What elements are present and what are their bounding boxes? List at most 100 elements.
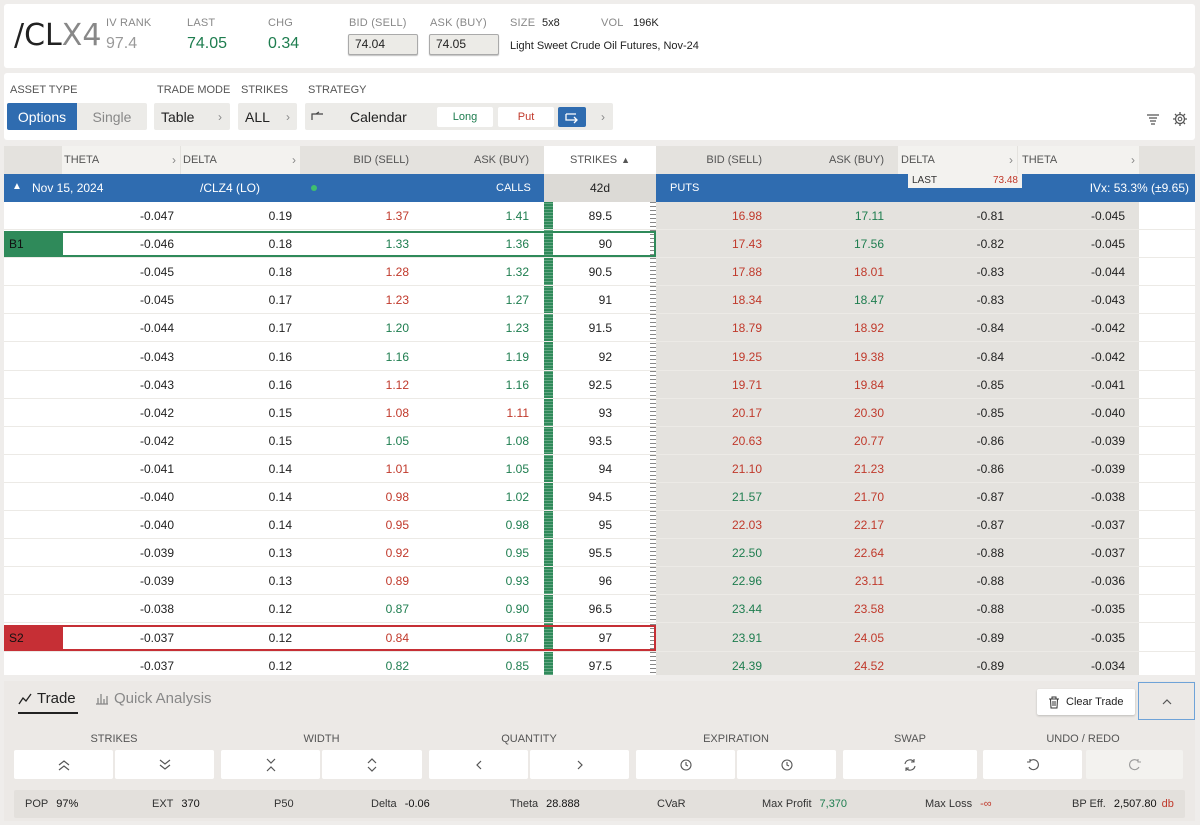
put-bid[interactable]: 22.50 bbox=[731, 546, 762, 561]
put-theta[interactable]: -0.042 bbox=[1090, 349, 1125, 364]
call-ask[interactable]: 0.87 bbox=[505, 630, 529, 645]
put-ask[interactable]: 23.11 bbox=[854, 574, 884, 589]
long-toggle[interactable]: Long bbox=[437, 107, 493, 127]
strike-price[interactable]: 95.5 bbox=[588, 546, 612, 561]
put-bid[interactable]: 19.25 bbox=[731, 349, 762, 364]
put-delta-header[interactable]: DELTA › bbox=[898, 146, 1017, 174]
call-bid[interactable]: 1.23 bbox=[385, 293, 409, 308]
put-bid[interactable]: 17.43 bbox=[731, 237, 762, 252]
call-theta[interactable]: -0.044 bbox=[139, 321, 174, 336]
call-theta[interactable]: -0.037 bbox=[139, 630, 174, 645]
call-theta[interactable]: -0.038 bbox=[139, 602, 174, 617]
call-ask[interactable]: 0.85 bbox=[505, 658, 529, 673]
strike-price[interactable]: 91.5 bbox=[588, 321, 612, 336]
expiration-earlier-button[interactable] bbox=[636, 750, 735, 779]
width-widen-button[interactable] bbox=[322, 750, 422, 779]
call-theta[interactable]: -0.037 bbox=[139, 658, 174, 673]
bid-box[interactable]: 74.04 bbox=[348, 34, 418, 55]
put-theta[interactable]: -0.035 bbox=[1090, 630, 1125, 645]
swap-button[interactable] bbox=[843, 750, 977, 779]
expiration-later-button[interactable] bbox=[737, 750, 836, 779]
call-delta[interactable]: 0.12 bbox=[268, 602, 292, 617]
direction-button[interactable] bbox=[558, 107, 586, 127]
trade-mode-select[interactable]: Table › bbox=[154, 103, 230, 130]
put-ask[interactable]: 17.56 bbox=[853, 237, 884, 252]
call-bid[interactable]: 0.87 bbox=[385, 602, 409, 617]
strike-price[interactable]: 94.5 bbox=[588, 490, 612, 504]
undo-button[interactable] bbox=[983, 750, 1082, 779]
call-delta[interactable]: 0.13 bbox=[268, 574, 292, 589]
call-ask[interactable]: 0.95 bbox=[505, 546, 529, 561]
call-delta[interactable]: 0.14 bbox=[268, 518, 292, 533]
put-ask[interactable]: 22.17 bbox=[853, 518, 884, 533]
call-delta[interactable]: 0.14 bbox=[268, 490, 292, 504]
call-bid[interactable]: 1.05 bbox=[385, 433, 409, 448]
put-bid[interactable]: 20.63 bbox=[731, 433, 762, 448]
call-ask[interactable]: 1.32 bbox=[505, 265, 529, 280]
delta-header[interactable]: DELTA › bbox=[181, 146, 300, 174]
put-bid[interactable]: 16.98 bbox=[731, 209, 762, 223]
strike-up-button[interactable] bbox=[14, 750, 113, 779]
table-row[interactable]: -0.039 0.13 0.92 0.95 22.50 22.64 -0.88 -0.037 9… bbox=[4, 539, 1195, 568]
call-delta[interactable]: 0.18 bbox=[268, 237, 292, 252]
table-row[interactable]: -0.044 0.17 1.20 1.23 18.79 18.92 -0.84 -0.042 9… bbox=[4, 314, 1195, 343]
strike-price[interactable]: 90.5 bbox=[588, 265, 612, 280]
put-theta[interactable]: -0.039 bbox=[1090, 461, 1125, 476]
call-ask[interactable]: 1.19 bbox=[505, 349, 529, 364]
table-row[interactable]: -0.043 0.16 1.12 1.16 19.71 19.84 -0.85 -0.041 9… bbox=[4, 370, 1195, 399]
leg-s2-tag[interactable]: S2 bbox=[4, 624, 61, 651]
put-ask[interactable]: 23.58 bbox=[853, 602, 884, 617]
call-bid[interactable]: 1.12 bbox=[385, 377, 409, 392]
call-ask[interactable]: 1.36 bbox=[505, 237, 529, 252]
strike-price[interactable]: 91 bbox=[598, 293, 612, 308]
put-theta[interactable]: -0.037 bbox=[1090, 518, 1125, 533]
put-theta[interactable]: -0.044 bbox=[1090, 265, 1125, 280]
put-bid[interactable]: 17.88 bbox=[731, 265, 762, 280]
tab-quick-analysis[interactable]: Quick Analysis bbox=[95, 690, 212, 707]
redo-button[interactable] bbox=[1086, 750, 1183, 779]
call-theta[interactable]: -0.042 bbox=[139, 405, 174, 420]
strike-price[interactable]: 95 bbox=[598, 518, 612, 533]
collapse-panel-button[interactable] bbox=[1138, 682, 1195, 720]
put-ask[interactable]: 22.64 bbox=[853, 546, 884, 561]
put-theta-header[interactable]: THETA › bbox=[1018, 146, 1139, 174]
call-theta[interactable]: -0.042 bbox=[139, 433, 174, 448]
put-bid[interactable]: 20.17 bbox=[731, 405, 762, 420]
put-ask[interactable]: 19.84 bbox=[853, 377, 884, 392]
table-row[interactable]: -0.038 0.12 0.87 0.90 23.44 23.58 -0.88 -0.035 9… bbox=[4, 595, 1195, 624]
put-bid[interactable]: 19.71 bbox=[731, 377, 762, 392]
ask-box[interactable]: 74.05 bbox=[429, 34, 499, 55]
put-bid[interactable]: 23.44 bbox=[731, 602, 762, 617]
strike-price[interactable]: 90 bbox=[598, 237, 612, 252]
call-delta[interactable]: 0.17 bbox=[268, 321, 292, 336]
strike-price[interactable]: 92 bbox=[598, 349, 612, 364]
put-toggle[interactable]: Put bbox=[498, 107, 554, 127]
call-bid[interactable]: 1.37 bbox=[385, 209, 409, 223]
strike-price[interactable]: 94 bbox=[598, 461, 612, 476]
put-bid[interactable]: 21.57 bbox=[731, 490, 762, 504]
table-row[interactable]: -0.037 0.12 0.82 0.85 24.39 24.52 -0.89 -0.034 9… bbox=[4, 651, 1195, 675]
put-delta[interactable]: -0.83 bbox=[976, 265, 1004, 280]
call-ask[interactable]: 1.41 bbox=[505, 209, 529, 223]
table-row[interactable]: -0.045 0.18 1.28 1.32 17.88 18.01 -0.83 -0.044 9… bbox=[4, 258, 1195, 287]
options-button[interactable]: Options bbox=[7, 103, 77, 130]
call-bid[interactable]: 0.92 bbox=[385, 546, 409, 561]
put-ask[interactable]: 24.05 bbox=[853, 630, 884, 645]
put-ask[interactable]: 18.47 bbox=[853, 293, 884, 308]
put-delta[interactable]: -0.85 bbox=[976, 377, 1004, 392]
call-bid[interactable]: 0.84 bbox=[385, 630, 409, 645]
call-ask[interactable]: 0.98 bbox=[505, 518, 529, 533]
call-delta[interactable]: 0.12 bbox=[268, 630, 292, 645]
call-bid[interactable]: 0.95 bbox=[385, 518, 409, 533]
strike-price[interactable]: 89.5 bbox=[588, 209, 612, 223]
call-bid[interactable]: 1.33 bbox=[385, 237, 409, 252]
put-delta[interactable]: -0.81 bbox=[976, 209, 1004, 223]
put-bid[interactable]: 18.34 bbox=[731, 293, 762, 308]
put-theta[interactable]: -0.040 bbox=[1090, 405, 1125, 420]
table-row[interactable]: -0.047 0.19 1.37 1.41 16.98 17.11 -0.81 -0.045 8… bbox=[4, 202, 1195, 231]
table-row[interactable]: -0.042 0.15 1.05 1.08 20.63 20.77 -0.86 -0.039 9… bbox=[4, 426, 1195, 455]
put-ask[interactable]: 18.01 bbox=[853, 265, 884, 280]
put-delta[interactable]: -0.86 bbox=[976, 433, 1004, 448]
width-narrow-button[interactable] bbox=[221, 750, 320, 779]
gear-icon[interactable] bbox=[1172, 111, 1188, 127]
